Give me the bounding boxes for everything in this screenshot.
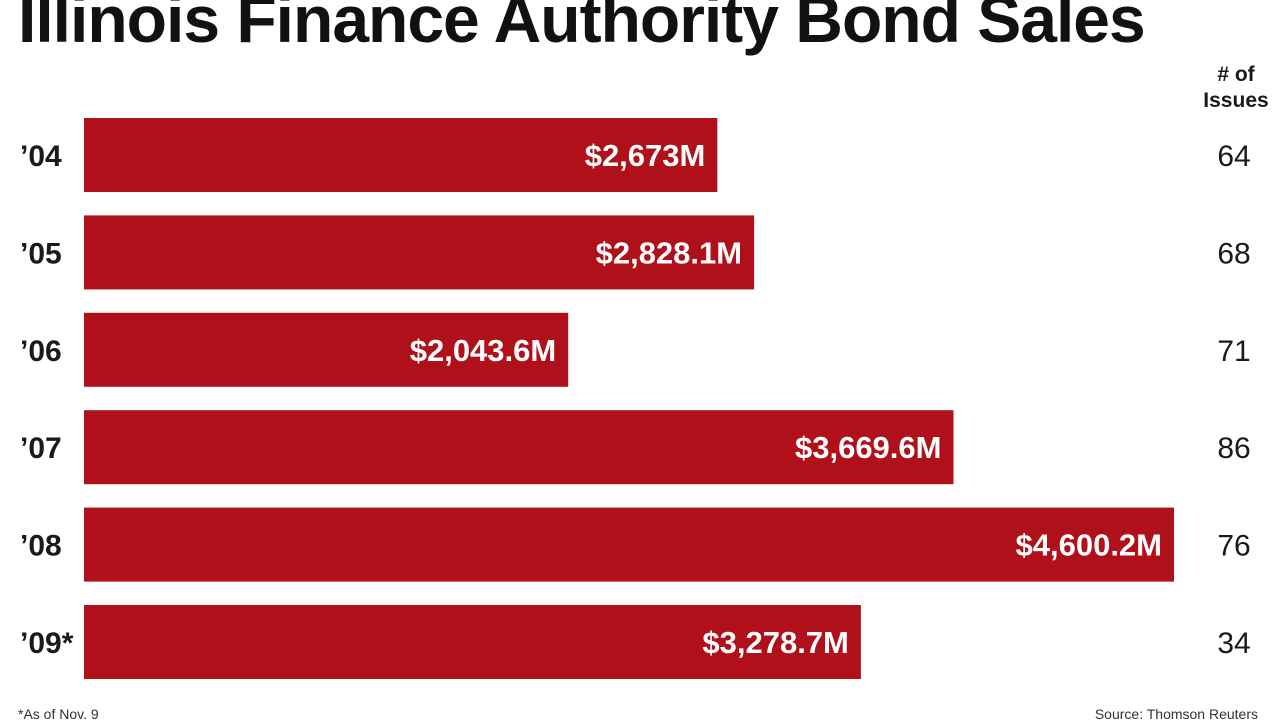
issues-header-line1: # of [1217, 63, 1255, 86]
footnote: *As of Nov. 9 [18, 706, 99, 722]
category-label: ’05 [20, 237, 62, 270]
bar-row: ’09* $3,278.7M 34 [20, 605, 1251, 679]
bar [84, 605, 861, 679]
bar-row: ’08 $4,600.2M 76 [20, 507, 1251, 582]
bar-value-label: $3,669.6M [795, 430, 942, 465]
bar-value-label: $4,600.2M [1016, 528, 1163, 563]
issues-count: 76 [1217, 530, 1250, 563]
issues-count: 34 [1217, 627, 1250, 660]
issues-count: 86 [1217, 432, 1250, 465]
issues-count: 71 [1217, 335, 1250, 368]
category-label: ’07 [20, 432, 62, 465]
bar-value-label: $3,278.7M [702, 625, 849, 660]
bar-row: ’07 $3,669.6M 86 [20, 410, 1251, 485]
bar [84, 118, 718, 192]
category-label: ’06 [20, 335, 62, 368]
category-label: ’04 [20, 140, 62, 173]
bar-value-label: $2,673M [585, 138, 706, 173]
issues-column-header: # of Issues [1196, 62, 1276, 114]
bar [84, 507, 1174, 582]
bar-row: ’04 $2,673M 64 [20, 118, 1251, 192]
issues-count: 68 [1217, 237, 1250, 270]
bar-row: ’05 $2,828.1M 68 [20, 215, 1251, 290]
chart-title: Illinois Finance Authority Bond Sales [18, 0, 1146, 56]
category-label: ’09* [20, 627, 74, 660]
bar [84, 410, 954, 485]
bar [84, 215, 755, 290]
bar [84, 312, 569, 387]
bar-row: ’06 $2,043.6M 71 [20, 312, 1251, 387]
source-note: Source: Thomson Reuters [1094, 706, 1258, 722]
issues-header-line2: Issues [1203, 89, 1269, 112]
bar-value-label: $2,828.1M [596, 235, 743, 270]
issues-count: 64 [1217, 140, 1250, 173]
category-label: ’08 [20, 530, 62, 563]
bar-value-label: $2,043.6M [410, 333, 557, 368]
